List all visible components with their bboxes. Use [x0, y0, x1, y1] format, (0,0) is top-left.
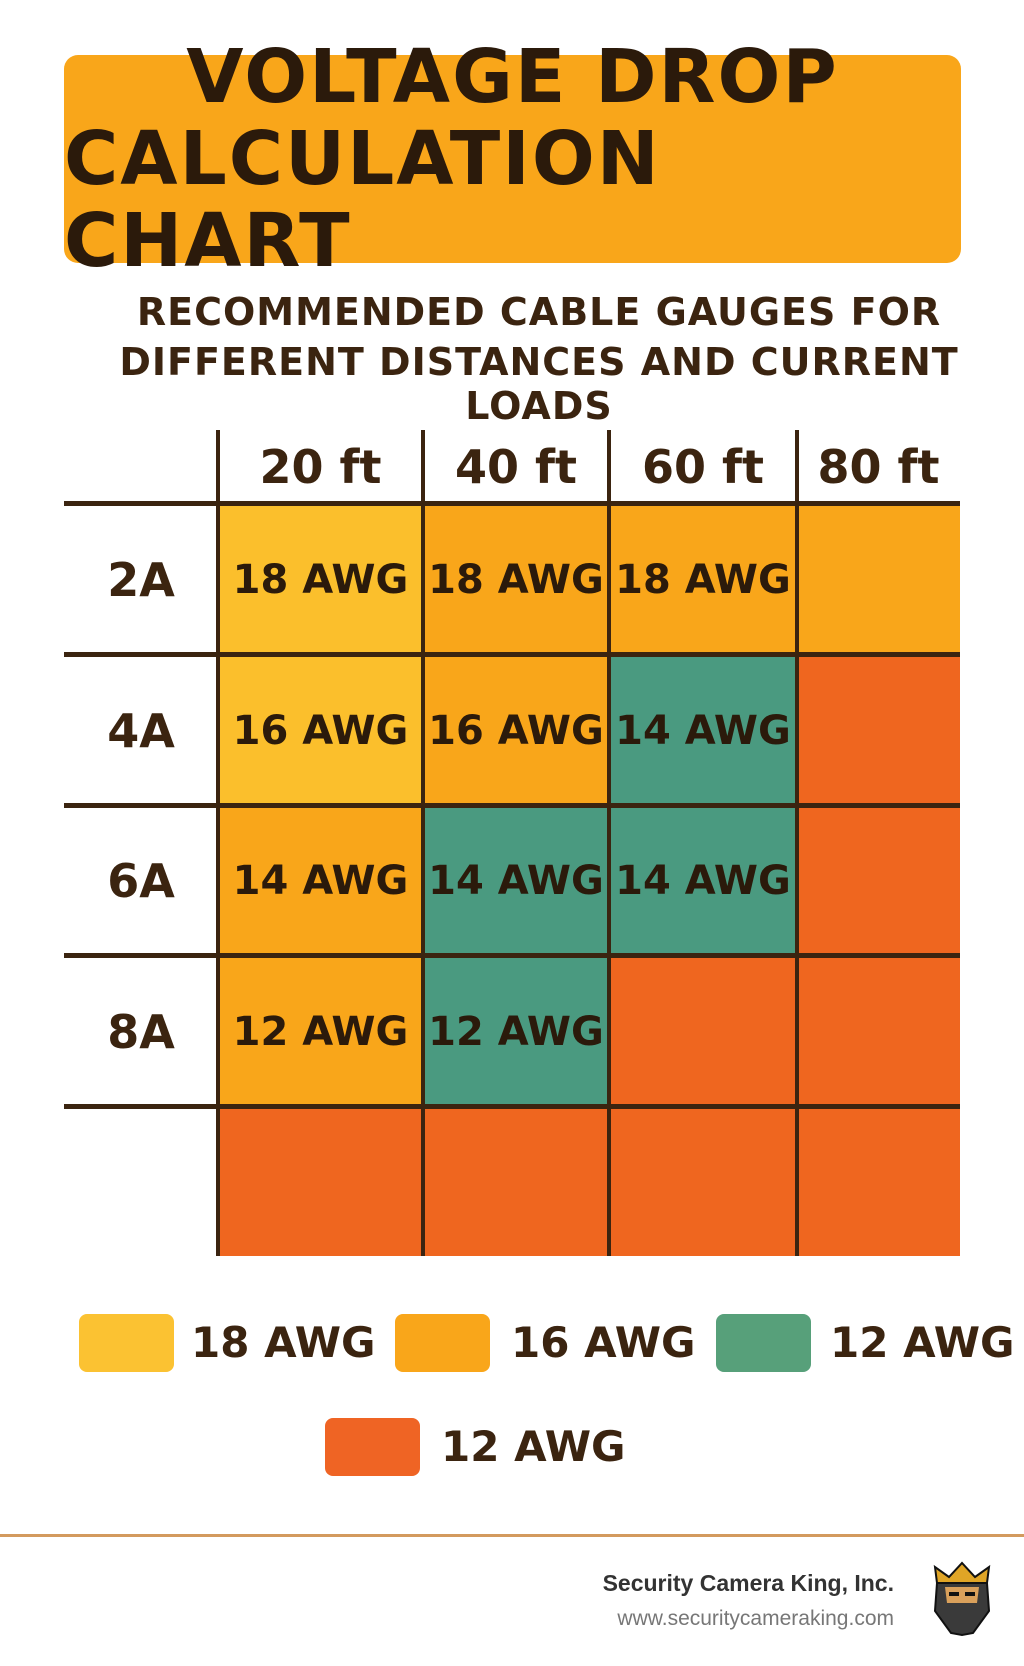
legend-swatch	[325, 1418, 420, 1476]
table-cell: 14 AWG	[423, 806, 609, 956]
table-cell	[797, 956, 960, 1107]
table-cell: 16 AWG	[218, 655, 423, 806]
grid-horizontal-line	[64, 501, 960, 506]
row-header: 4A	[107, 703, 175, 758]
table-cell: 14 AWG	[609, 655, 797, 806]
legend-label: 18 AWG	[191, 1318, 376, 1367]
king-logo-icon	[933, 1561, 991, 1637]
subtitle-line-1: RECOMMENDED CABLE GAUGES FOR	[136, 290, 942, 334]
company-url[interactable]: www.securitycameraking.com	[617, 1607, 894, 1630]
grid-horizontal-line	[64, 803, 960, 808]
row-header: 2A	[107, 552, 175, 607]
table-cell	[797, 504, 960, 655]
legend-label: 12 AWG	[441, 1422, 626, 1471]
title-line-1: VOLTAGE DROP	[186, 34, 839, 120]
table-cell: 18 AWG	[423, 504, 609, 655]
grid-horizontal-line	[64, 1104, 960, 1109]
footer-divider	[0, 1534, 1024, 1537]
table-cell: 14 AWG	[609, 806, 797, 956]
table-cell: 14 AWG	[218, 806, 423, 956]
table-cell	[797, 655, 960, 806]
table-cell: 18 AWG	[218, 504, 423, 655]
company-name: Security Camera King, Inc.	[602, 1570, 894, 1596]
table-cell: 12 AWG	[218, 956, 423, 1107]
table-cell: 16 AWG	[423, 655, 609, 806]
legend-label: 16 AWG	[511, 1318, 696, 1367]
row-header: 8A	[107, 1004, 175, 1059]
table-cell	[609, 956, 797, 1107]
table-cell	[797, 806, 960, 956]
grid-vertical-line	[421, 430, 425, 1256]
row-header: 6A	[107, 854, 175, 908]
column-header: 20 ft	[259, 440, 382, 494]
subtitle-line-2: DIFFERENT DISTANCES AND CURRENT LOADS	[119, 340, 959, 428]
grid-horizontal-line	[64, 953, 960, 958]
legend-label: 12 AWG	[830, 1318, 1015, 1367]
table-cell	[797, 1107, 960, 1256]
table-cell: 12 AWG	[423, 956, 609, 1107]
legend-swatch	[395, 1314, 490, 1372]
title-banner: VOLTAGE DROP CALCULATION CHART	[64, 36, 961, 282]
column-header: 40 ft	[454, 440, 578, 494]
column-header: 80 ft	[817, 440, 940, 494]
table-cell: 18 AWG	[609, 504, 797, 655]
title-line-2: CALCULATION CHART	[64, 116, 661, 284]
table-cell	[218, 1107, 423, 1256]
grid-horizontal-line	[64, 652, 960, 657]
row-header	[64, 1107, 218, 1256]
grid-vertical-line	[216, 430, 220, 1256]
legend-swatch	[716, 1314, 811, 1372]
grid-vertical-line	[607, 430, 611, 1256]
legend-swatch	[79, 1314, 174, 1372]
column-header: 60 ft	[641, 440, 765, 494]
grid-vertical-line	[795, 430, 799, 1256]
table-cell	[609, 1107, 797, 1256]
table-cell	[423, 1107, 609, 1256]
